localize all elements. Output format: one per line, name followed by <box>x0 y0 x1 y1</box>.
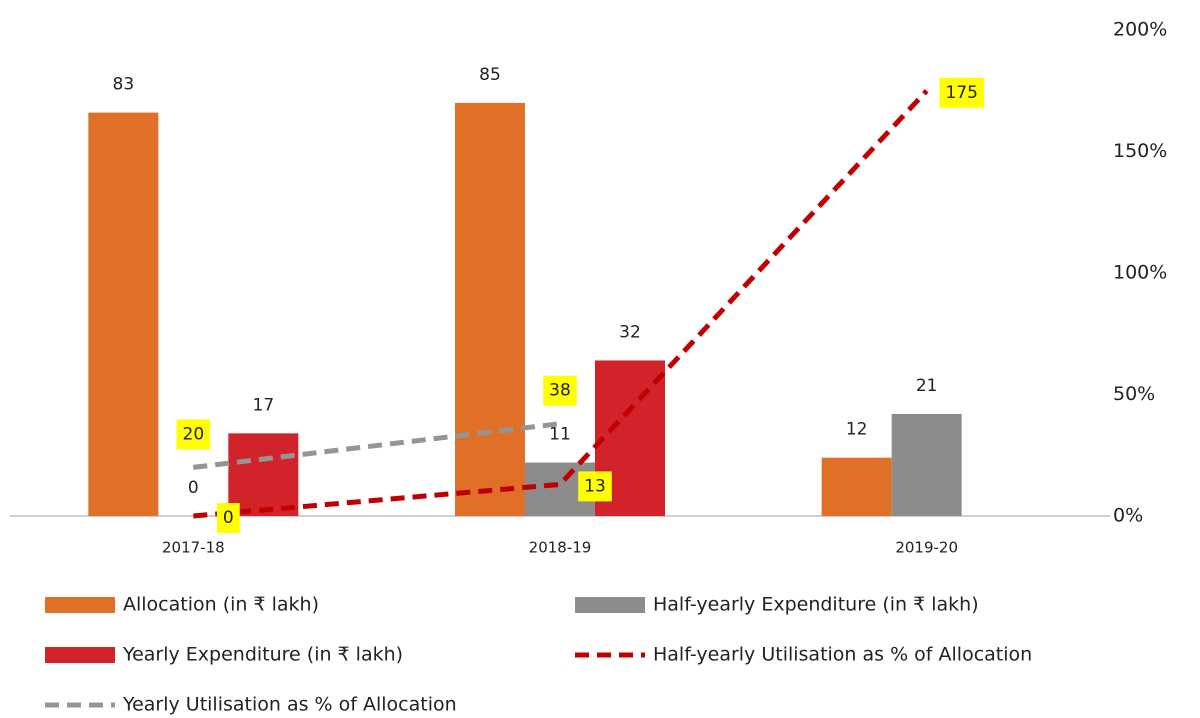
legend-label: Half-yearly Utilisation as % of Allocati… <box>653 644 1032 666</box>
y2-tick-label: 100% <box>1113 262 1167 284</box>
bar <box>891 413 962 516</box>
line-value-label: 175 <box>945 83 977 103</box>
line <box>193 89 929 519</box>
legend-swatch <box>575 597 645 613</box>
x-tick-label: 2019-20 <box>895 539 958 557</box>
value-label-background <box>176 419 211 450</box>
bar-value-label: 11 <box>549 425 571 445</box>
bar-value-label: 32 <box>619 322 641 342</box>
value-label-background <box>939 77 984 108</box>
bar <box>228 433 299 516</box>
line-value-label: 0 <box>223 508 234 528</box>
line-value-label: 13 <box>584 476 606 496</box>
bar <box>821 457 892 516</box>
x-tick-label: 2017-18 <box>162 539 225 557</box>
legend-swatch <box>45 647 115 663</box>
bar <box>88 112 159 517</box>
value-label-background <box>543 375 577 406</box>
value-label-background <box>578 471 612 502</box>
bar-value-label: 0 <box>188 478 199 498</box>
legend-label: Half-yearly Expenditure (in ₹ lakh) <box>653 594 979 616</box>
bar-value-label: 21 <box>916 376 938 396</box>
bar-value-label: 12 <box>846 420 868 440</box>
value-label-background <box>216 503 240 533</box>
bar <box>455 102 525 517</box>
line-value-label: 20 <box>183 424 205 444</box>
legend-swatch <box>45 597 115 613</box>
y2-tick-label: 200% <box>1113 19 1167 41</box>
legend-label: Yearly Utilisation as % of Allocation <box>122 694 457 716</box>
x-tick-label: 2018-19 <box>529 539 592 557</box>
bar-value-label: 17 <box>253 395 275 415</box>
y2-tick-label: 150% <box>1113 140 1167 162</box>
bar-value-label: 85 <box>479 65 501 85</box>
bar-value-label: 83 <box>113 75 135 95</box>
line <box>193 421 561 470</box>
y2-tick-label: 50% <box>1113 383 1155 405</box>
legend-label: Yearly Expenditure (in ₹ lakh) <box>122 644 403 666</box>
line-value-label: 38 <box>549 381 571 401</box>
y2-tick-label: 0% <box>1113 505 1143 527</box>
legend-label: Allocation (in ₹ lakh) <box>123 594 319 616</box>
